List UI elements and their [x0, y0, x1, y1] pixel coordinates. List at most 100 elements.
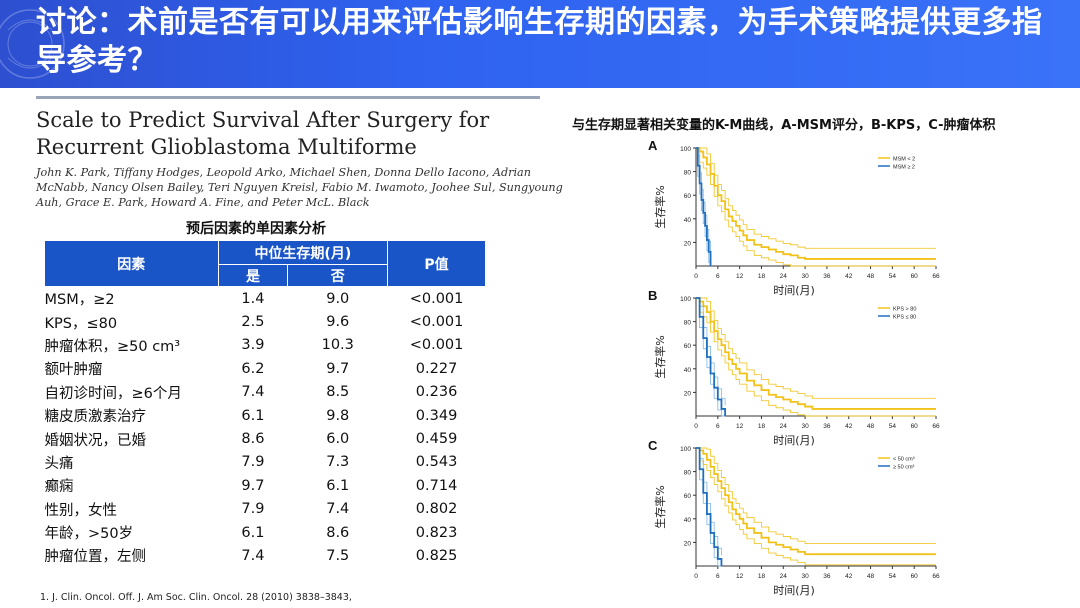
confidence-band-lower	[696, 447, 936, 566]
cell-no: 7.5	[326, 547, 350, 564]
cell-yes: 7.9	[241, 454, 265, 471]
x-tick-label: 36	[823, 573, 831, 580]
x-tick-label: 12	[736, 573, 744, 580]
confidence-band-upper	[696, 297, 936, 399]
legend-label: ≥ 50 cm³	[893, 465, 915, 471]
cell-yes: 7.4	[241, 384, 265, 401]
cell-p: <0.001	[409, 337, 464, 354]
confidence-band-lower	[696, 147, 936, 267]
cell-factor: 糖皮质激素治疗	[44, 409, 147, 426]
cell-no: 8.6	[326, 524, 350, 541]
factor-table-body: MSM，≥2 1.4 9.0 <0.001 KPS，≤80 2.5 9.6 <0.001 肿瘤体…	[45, 287, 486, 568]
cell-p: <0.001	[409, 314, 464, 331]
x-axis-label: 时间(月)	[773, 584, 815, 597]
table-row: 癫痫 9.7 6.1 0.714	[45, 474, 486, 497]
cell-no: 7.4	[326, 501, 350, 518]
cell-no: 9.0	[326, 290, 350, 307]
cell-factor: 婚姻状况，已婚	[44, 432, 147, 449]
km-title: 与生存期显著相关变量的K-M曲线，A-MSM评分，B-KPS，C-肿瘤体积	[572, 118, 996, 133]
cell-no: 7.3	[326, 454, 350, 471]
table-title: 预后因素的单因素分析	[186, 221, 326, 237]
y-tick-label: 60	[684, 493, 692, 500]
table-row: 年龄，>50岁 6.1 8.6 0.823	[45, 521, 486, 544]
reference-note: 1. J. Clin. Oncol. Off. J. Am Soc. Clin.…	[40, 592, 352, 603]
cell-no: 6.1	[326, 477, 350, 494]
table-row: 婚姻状况，已婚 8.6 6.0 0.459	[45, 427, 486, 450]
confidence-band-lower	[696, 297, 936, 417]
cell-factor: KPS，≤80	[44, 315, 118, 332]
x-tick-label: 24	[780, 423, 788, 430]
cell-yes: 6.2	[241, 360, 265, 377]
y-tick-label: 80	[684, 470, 692, 477]
cell-p: <0.001	[409, 290, 464, 307]
x-tick-label: 36	[823, 273, 831, 280]
y-tick-label: 80	[684, 320, 692, 327]
legend-label: KPS ≤ 80	[893, 315, 916, 321]
cell-yes: 6.1	[241, 524, 265, 541]
col-no-header: 否	[287, 264, 389, 287]
x-tick-label: 42	[845, 273, 853, 280]
y-tick-label: 60	[684, 193, 692, 200]
km-panel: B 100 80 60 40 20 0 6 12 18 24 30 36 42 48 54 60 66 生存率% 时间…	[648, 288, 940, 447]
legend-label: MSM ≥ 2	[893, 165, 915, 171]
y-tick-label: 20	[684, 540, 692, 547]
col-yes-header: 是	[217, 264, 289, 287]
x-axis-label: 时间(月)	[773, 284, 815, 297]
cell-factor: 癫痫	[44, 479, 74, 496]
y-tick-label: 20	[684, 390, 692, 397]
col-p-header: P值	[387, 240, 486, 287]
x-tick-label: 66	[932, 423, 940, 430]
y-tick-label: 80	[684, 170, 692, 177]
x-tick-label: 30	[801, 573, 809, 580]
cell-no: 9.7	[326, 360, 350, 377]
cell-factor: 性别，女性	[44, 502, 118, 519]
paper-authors: John K. Park, Tiffany Hodges, Leopold Ar…	[36, 166, 563, 209]
x-tick-label: 0	[694, 423, 698, 430]
y-tick-label: 100	[680, 446, 691, 453]
cell-yes: 2.5	[241, 314, 265, 331]
cell-p: 0.236	[415, 384, 458, 401]
confidence-band-upper	[696, 147, 936, 249]
table-row: MSM，≥2 1.4 9.0 <0.001	[45, 287, 486, 311]
x-tick-label: 48	[867, 423, 875, 430]
y-tick-label: 40	[684, 367, 692, 374]
x-tick-label: 18	[758, 573, 766, 580]
cell-factor: 头痛	[44, 455, 74, 472]
cell-factor: 额叶肿瘤	[44, 362, 103, 379]
x-tick-label: 66	[932, 573, 940, 580]
x-tick-label: 0	[694, 573, 698, 580]
km-curve	[696, 147, 936, 260]
col-median-header: 中位生存期(月)	[217, 240, 389, 265]
x-tick-label: 12	[736, 423, 744, 430]
km-curve	[696, 447, 936, 556]
table-row: 肿瘤体积，≥50 cm³ 3.9 10.3 <0.001	[45, 334, 486, 357]
y-tick-label: 60	[684, 343, 692, 350]
cell-p: 0.227	[415, 360, 458, 377]
x-tick-label: 42	[845, 423, 853, 430]
confidence-band-lower	[696, 297, 726, 417]
cell-p: 0.349	[415, 407, 458, 424]
table-row: 肿瘤位置，左侧 7.4 7.5 0.825	[45, 544, 486, 567]
confidence-band-upper	[696, 447, 936, 545]
paper-title: Scale to Predict Survival After Surgery …	[36, 108, 490, 159]
x-tick-label: 54	[889, 273, 897, 280]
cell-yes: 3.9	[241, 337, 265, 354]
legend-label: < 50 cm³	[893, 457, 915, 463]
x-tick-label: 54	[889, 573, 897, 580]
x-tick-label: 6	[716, 423, 720, 430]
x-tick-label: 66	[932, 273, 940, 280]
factor-table: 因素 中位生存期(月) P值 是 否 MSM，≥2 1.4 9.0 <0.001 KPS…	[44, 240, 486, 568]
x-axis-label: 时间(月)	[773, 434, 815, 447]
km-curve	[696, 297, 936, 410]
confidence-band-upper	[696, 447, 722, 556]
km-curve	[696, 147, 712, 266]
x-tick-label: 6	[716, 573, 720, 580]
km-panel: A 100 80 60 40 20 0 6 12 18 24 30 36 42 48 54 60 66 生存率% 时间…	[648, 138, 940, 297]
cell-p: 0.543	[415, 454, 458, 471]
y-axis-label: 生存率%	[653, 185, 667, 228]
cell-no: 6.0	[326, 431, 350, 448]
legend-label: KPS > 80	[893, 307, 916, 313]
x-tick-label: 54	[889, 423, 897, 430]
km-curve	[696, 297, 726, 416]
